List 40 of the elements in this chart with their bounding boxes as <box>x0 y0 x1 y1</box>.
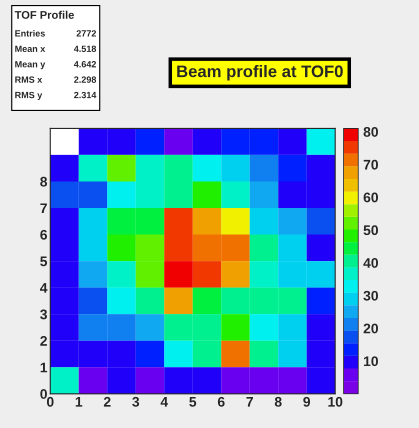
x-tick-label: 10 <box>328 396 342 407</box>
text: TOF Profile <box>14 10 74 19</box>
color-bar-label: 40 <box>363 258 378 268</box>
color-bar-label: 80 <box>364 127 378 137</box>
y-tick-label: 3 <box>40 309 47 320</box>
text: 2.298 <box>74 76 96 83</box>
y-tick-label: 0 <box>40 389 47 399</box>
x-tick-label: 1 <box>76 397 82 407</box>
x-tick-label: 0 <box>46 396 54 407</box>
y-tick-label: 2 <box>40 336 47 346</box>
text: Mean x <box>15 46 46 52</box>
color-bar-label: 20 <box>364 324 378 334</box>
x-tick-label: 3 <box>132 396 140 407</box>
text: 4.518 <box>74 46 96 52</box>
y-tick-label: 7 <box>40 203 47 214</box>
color-bar-label: 30 <box>363 290 378 301</box>
y-tick-label: 8 <box>40 176 48 187</box>
x-tick-label: 8 <box>274 396 282 407</box>
y-tick-label: 4 <box>40 283 48 293</box>
x-tick-label: 7 <box>246 397 253 407</box>
y-tick-label: 5 <box>40 256 48 266</box>
text: 2772 <box>76 30 96 36</box>
x-tick-label: 4 <box>160 397 168 407</box>
color-bar-label: 50 <box>364 225 378 236</box>
color-bar-label: 10 <box>364 356 378 366</box>
y-tick-label: 6 <box>40 230 47 240</box>
y-tick-label: 1 <box>40 362 48 372</box>
text: 4.642 <box>74 61 96 68</box>
text: RMS x <box>15 76 42 83</box>
x-tick-label: 5 <box>189 397 196 407</box>
color-bar-label: 70 <box>364 160 378 170</box>
chart-title: Beam profile at TOF0 <box>177 64 343 81</box>
color-bar-label: 60 <box>364 192 378 202</box>
text: 2.314 <box>74 92 96 98</box>
text: Entries <box>15 30 45 37</box>
text: Mean y <box>15 61 46 70</box>
text: RMS y <box>15 92 42 100</box>
x-tick-label: 9 <box>303 396 310 407</box>
x-tick-label: 6 <box>218 396 225 407</box>
x-tick-label: 2 <box>104 396 111 407</box>
